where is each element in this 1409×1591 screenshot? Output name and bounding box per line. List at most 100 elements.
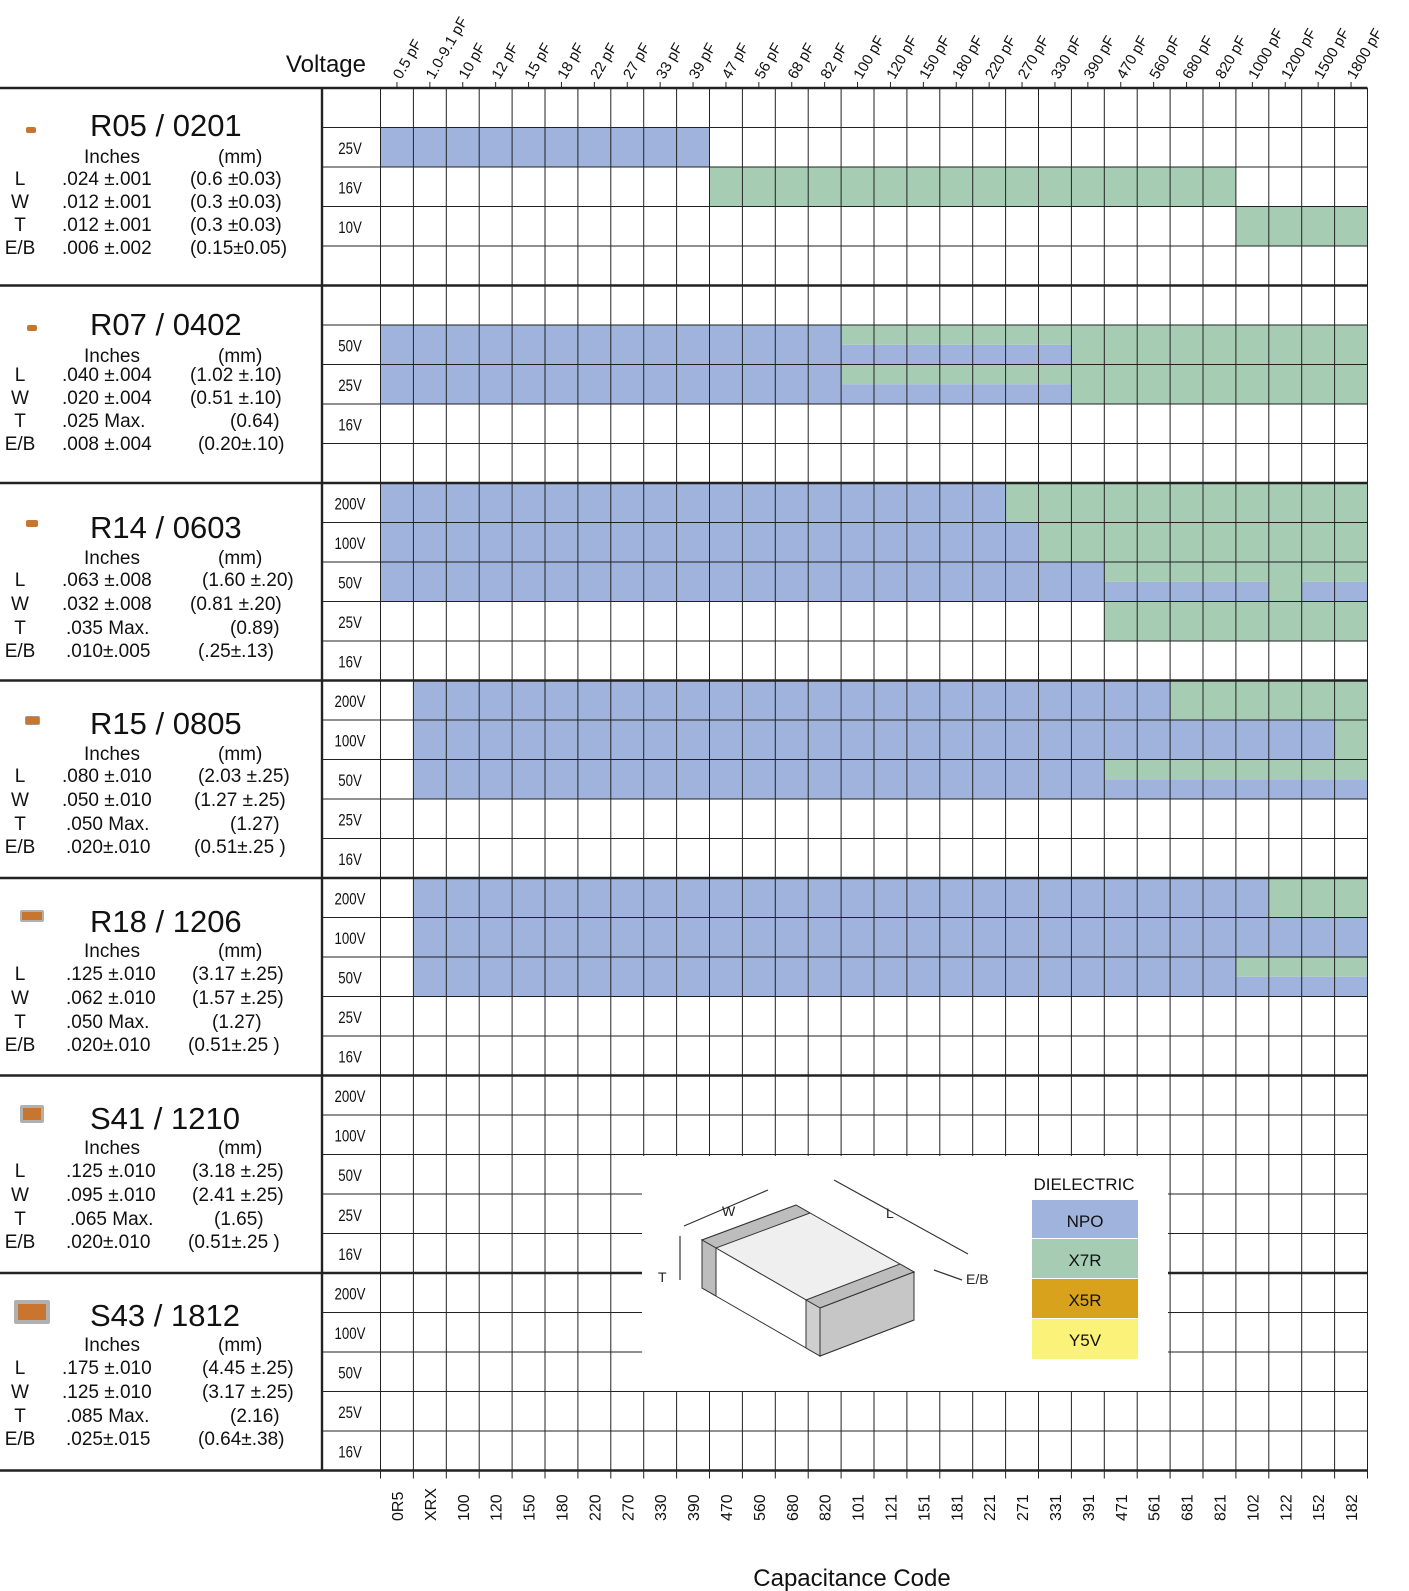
chip-icon (20, 1105, 44, 1123)
dim-inches: .080 ±.010 (62, 766, 152, 787)
dim-inches: .175 ±.010 (62, 1358, 152, 1379)
dim-inches: .025±.015 (66, 1429, 151, 1450)
chip-icon (14, 1300, 50, 1324)
dim-mm: (0.51±.25 ) (188, 1232, 280, 1253)
dim-row: E/B .020±.010 (0.51±.25 ) (0, 1035, 322, 1057)
voltage-label: 50V (338, 1167, 362, 1186)
capacitance-label: 82 pF (817, 40, 851, 82)
mm-header: (mm) (218, 548, 263, 569)
dim-key: E/B (4, 1232, 36, 1253)
dim-key: E/B (4, 238, 36, 259)
availability-band-npo (1104, 581, 1269, 602)
dim-inches: .050 Max. (66, 1012, 150, 1033)
capacitance-code: 221 (982, 1494, 999, 1521)
capacitance-code: 120 (489, 1494, 506, 1521)
dim-mm: (4.45 ±.25) (202, 1358, 294, 1379)
size-block: R18 / 1206 Inches (mm) L .125 ±.010 (3.17 … (0, 886, 322, 1082)
termination-right-side (819, 1271, 915, 1357)
code-axis-label: Capacitance Code (753, 1565, 950, 1591)
t-label: T (658, 1269, 667, 1285)
size-title: S41 / 1210 (90, 1101, 240, 1136)
capacitance-label: 270 pF (1015, 33, 1053, 82)
inches-header: Inches (84, 147, 140, 168)
chip-icon (20, 910, 44, 922)
legend-label-npo: NPO (1067, 1212, 1104, 1231)
size-block: R07 / 0402 Inches (mm) L .040 ±.004 (1.02 … (0, 289, 322, 485)
dim-row: W .012 ±.001 (0.3 ±0.03) (0, 192, 322, 214)
dim-key: W (11, 1382, 29, 1403)
size-title: R18 / 1206 (90, 904, 242, 939)
dim-key: T (14, 814, 26, 835)
size-title: R05 / 0201 (90, 108, 242, 143)
dim-key: T (14, 411, 26, 432)
capacitance-code: 561 (1147, 1494, 1164, 1521)
capacitance-label: 560 pF (1146, 33, 1184, 82)
dim-row: L .040 ±.004 (1.02 ±.10) (0, 365, 322, 387)
voltage-label: 16V (338, 1048, 362, 1067)
voltage-label: 100V (335, 535, 367, 554)
availability-band-npo (841, 384, 1072, 404)
availability-band-x7r (841, 364, 1072, 385)
dim-inches: .062 ±.010 (66, 988, 156, 1009)
capacitance-code: 821 (1212, 1494, 1229, 1521)
capacitance-codes: 0R5 XRX 100 120 150 180 220 270 330 390 470 560 680 8… (390, 1488, 1361, 1521)
voltage-label: 100V (335, 930, 367, 949)
dim-mm: (0.3 ±0.03) (190, 192, 282, 213)
capacitance-label: 33 pF (653, 40, 687, 82)
dim-mm: (2.03 ±.25) (198, 766, 290, 787)
dim-inches: .020±.010 (66, 1035, 151, 1056)
dim-key: L (14, 1358, 26, 1379)
capacitance-code: 330 (653, 1494, 670, 1521)
w-label: W (722, 1203, 736, 1219)
capacitance-label: 10 pF (455, 40, 489, 82)
voltage-label: 10V (338, 219, 362, 238)
voltage-label: 200V (335, 693, 367, 712)
legend-title: DIELECTRIC (1033, 1175, 1134, 1194)
dim-row: W .062 ±.010 (1.57 ±.25) (0, 988, 322, 1010)
dim-row: L .080 ±.010 (2.03 ±.25) (0, 766, 322, 788)
dim-key: W (11, 192, 29, 213)
voltage-label: 200V (335, 890, 367, 909)
capacitance-code: 271 (1015, 1494, 1032, 1521)
dim-inches: .050 Max. (66, 814, 150, 835)
dim-key: E/B (4, 1035, 36, 1056)
voltage-label: 200V (335, 1285, 367, 1304)
dim-mm: (1.60 ±.20) (202, 570, 294, 591)
availability-band-npo (380, 483, 1006, 523)
capacitance-label: 39 pF (686, 40, 720, 82)
dim-key: E/B (4, 1429, 36, 1450)
capacitance-code: 391 (1081, 1494, 1098, 1521)
dim-row: E/B .020±.010 (0.51±.25 ) (0, 1232, 322, 1254)
dim-inches: .125 ±.010 (62, 1382, 152, 1403)
dim-inches: .025 Max. (62, 411, 146, 432)
dim-mm: (2.41 ±.25) (192, 1185, 284, 1206)
voltage-label: 16V (338, 1246, 362, 1265)
availability-band-npo (413, 957, 1236, 997)
capacitance-label: 180 pF (949, 33, 987, 82)
availability-band-npo (413, 680, 1171, 720)
dim-mm: (1.27) (212, 1012, 262, 1033)
table-grid (0, 82, 1368, 1479)
dim-mm: (1.27) (230, 814, 280, 835)
dim-inches: .125 ±.010 (66, 1161, 156, 1182)
chip-icon (25, 716, 40, 725)
voltage-label: 50V (338, 969, 362, 988)
dim-row: T .050 Max. (1.27) (0, 814, 322, 836)
mm-header: (mm) (218, 941, 263, 962)
mm-header: (mm) (218, 1138, 263, 1159)
dim-mm: (0.3 ±0.03) (190, 215, 282, 236)
capacitance-code: 220 (587, 1494, 604, 1521)
dim-row: L .175 ±.010 (4.45 ±.25) (0, 1358, 322, 1380)
capacitance-label: 0.5 pF (390, 37, 426, 82)
termination-right-front (805, 1299, 821, 1357)
voltage-label: 100V (335, 732, 367, 751)
termination-left-front (701, 1239, 717, 1297)
dim-key: W (11, 988, 29, 1009)
dim-key: E/B (4, 434, 36, 455)
capacitance-code: 100 (456, 1494, 473, 1521)
dim-key: L (14, 570, 26, 591)
inches-header: Inches (84, 744, 140, 765)
capacitance-code: 820 (818, 1494, 835, 1521)
size-block: S43 / 1812 Inches (mm) L .175 ±.010 (4.45 … (0, 1280, 322, 1476)
dim-mm: (0.51±.25 ) (188, 1035, 280, 1056)
